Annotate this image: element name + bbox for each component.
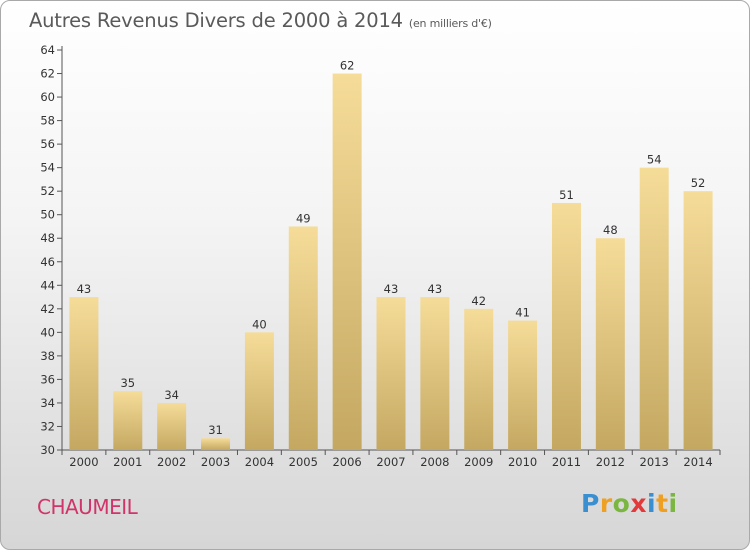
- y-tick-label: 60: [40, 90, 55, 104]
- bar-2013: [639, 167, 669, 450]
- bar-value-label: 35: [120, 376, 135, 390]
- y-tick-label: 36: [40, 372, 55, 386]
- chart-bars: [69, 73, 713, 451]
- proxiti-logo: Proxiti: [581, 489, 678, 518]
- bar-2005: [288, 226, 318, 450]
- bar-2002: [157, 402, 187, 450]
- bar-value-label: 34: [164, 388, 179, 402]
- logo-letter: o: [612, 489, 631, 518]
- bar-value-label: 41: [515, 306, 530, 320]
- y-tick-label: 62: [40, 67, 55, 81]
- x-tick-label: 2006: [332, 455, 361, 469]
- y-tick-label: 30: [40, 443, 55, 457]
- bar-2000: [69, 297, 99, 450]
- logo-letter: r: [599, 489, 613, 518]
- bar-2007: [376, 297, 406, 450]
- y-tick-label: 38: [40, 349, 55, 363]
- logo-letter: x: [630, 489, 647, 518]
- bar-value-label: 42: [471, 294, 486, 308]
- bar-value-label: 31: [208, 423, 223, 437]
- bar-2012: [595, 238, 625, 450]
- bar-2014: [683, 191, 713, 451]
- logo-letter: i: [647, 489, 657, 518]
- y-tick-label: 42: [40, 302, 55, 316]
- x-tick-label: 2009: [464, 455, 493, 469]
- bar-value-label: 51: [559, 188, 574, 202]
- chart-title-unit: (en milliers d'€): [408, 17, 492, 30]
- bar-value-label: 43: [428, 282, 443, 296]
- y-tick-label: 50: [40, 208, 55, 222]
- x-tick-label: 2007: [376, 455, 405, 469]
- x-tick-label: 2008: [420, 455, 449, 469]
- bar-value-label: 54: [647, 153, 662, 167]
- logo-letter: i: [668, 489, 678, 518]
- chart-title: Autres Revenus Divers de 2000 à 2014 (en …: [29, 9, 492, 32]
- x-tick-label: 2004: [245, 455, 274, 469]
- x-tick-label: 2005: [289, 455, 318, 469]
- bar-value-label: 52: [691, 176, 706, 190]
- logo-letter: P: [581, 489, 600, 518]
- bar-value-label: 48: [603, 223, 618, 237]
- x-tick-label: 2003: [201, 455, 230, 469]
- bar-2008: [420, 297, 450, 450]
- x-tick-label: 2011: [552, 455, 581, 469]
- x-tick-label: 2001: [113, 455, 142, 469]
- x-tick-label: 2010: [508, 455, 537, 469]
- bar-value-label: 43: [384, 282, 399, 296]
- x-tick-label: 2000: [69, 455, 98, 469]
- x-tick-label: 2012: [596, 455, 625, 469]
- y-tick-label: 54: [40, 161, 55, 175]
- y-tick-label: 52: [40, 184, 55, 198]
- bar-value-label: 49: [296, 211, 311, 225]
- bar-2004: [244, 332, 274, 450]
- logo-letter: t: [656, 489, 669, 518]
- bar-2006: [332, 73, 362, 450]
- y-tick-label: 64: [40, 43, 55, 57]
- y-tick-label: 46: [40, 255, 55, 269]
- y-tick-label: 40: [40, 325, 55, 339]
- y-tick-label: 56: [40, 137, 55, 151]
- bar-2009: [464, 308, 494, 450]
- y-tick-label: 32: [40, 419, 55, 433]
- chart-title-text: Autres Revenus Divers de 2000 à 2014: [29, 9, 403, 32]
- bar-2010: [508, 320, 538, 450]
- y-tick-label: 44: [40, 278, 55, 292]
- x-tick-label: 2013: [640, 455, 669, 469]
- chart-labels: 2000 43 2001 35 2002 34 2003 31 2004 40 2005 49 2006…: [69, 59, 712, 469]
- y-tick-label: 48: [40, 231, 55, 245]
- bar-2011: [551, 202, 581, 450]
- bar-value-label: 40: [252, 317, 267, 331]
- x-tick-label: 2014: [683, 455, 712, 469]
- bar-2003: [201, 438, 231, 450]
- y-tick-label: 34: [40, 396, 55, 410]
- bar-value-label: 43: [77, 282, 92, 296]
- bar-2001: [113, 391, 143, 450]
- bar-value-label: 62: [340, 59, 355, 73]
- y-tick-label: 58: [40, 114, 55, 128]
- commune-name: CHAUMEIL: [37, 495, 138, 519]
- x-tick-label: 2002: [157, 455, 186, 469]
